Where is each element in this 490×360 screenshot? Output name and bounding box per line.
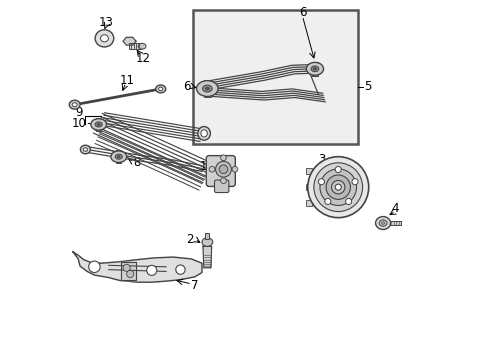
Circle shape xyxy=(220,178,226,184)
Text: 3: 3 xyxy=(318,153,325,166)
Text: 1: 1 xyxy=(200,160,207,173)
Ellipse shape xyxy=(80,145,91,154)
Polygon shape xyxy=(73,252,202,282)
Circle shape xyxy=(216,161,231,177)
Ellipse shape xyxy=(72,103,77,107)
Ellipse shape xyxy=(156,85,166,93)
Circle shape xyxy=(314,163,363,212)
Ellipse shape xyxy=(83,148,88,151)
Ellipse shape xyxy=(201,130,207,137)
Text: 6: 6 xyxy=(183,80,191,93)
Text: 4: 4 xyxy=(392,202,399,215)
Text: 8: 8 xyxy=(133,156,141,169)
Text: 11: 11 xyxy=(120,74,135,87)
Ellipse shape xyxy=(91,119,107,130)
Circle shape xyxy=(219,165,228,174)
Circle shape xyxy=(335,184,342,190)
Circle shape xyxy=(325,198,331,204)
Circle shape xyxy=(352,179,358,185)
Circle shape xyxy=(126,270,134,278)
Text: 2: 2 xyxy=(186,233,194,246)
FancyBboxPatch shape xyxy=(215,180,229,193)
Ellipse shape xyxy=(69,100,80,109)
Circle shape xyxy=(147,265,157,275)
Bar xyxy=(205,233,210,239)
Ellipse shape xyxy=(111,151,126,162)
Ellipse shape xyxy=(138,43,146,49)
Ellipse shape xyxy=(98,123,100,125)
Ellipse shape xyxy=(95,122,102,127)
Bar xyxy=(204,80,211,97)
Circle shape xyxy=(345,198,352,204)
Text: 9: 9 xyxy=(75,106,83,119)
Ellipse shape xyxy=(95,30,114,47)
Circle shape xyxy=(176,265,185,274)
Polygon shape xyxy=(122,262,136,280)
Circle shape xyxy=(308,157,368,218)
Circle shape xyxy=(123,264,130,271)
Polygon shape xyxy=(123,37,136,45)
Ellipse shape xyxy=(202,85,212,92)
Bar xyxy=(306,168,313,174)
Bar xyxy=(306,184,313,190)
Ellipse shape xyxy=(375,217,391,229)
Text: 13: 13 xyxy=(99,16,114,29)
Circle shape xyxy=(89,261,100,273)
Bar xyxy=(306,201,313,206)
Bar xyxy=(97,118,101,131)
FancyBboxPatch shape xyxy=(206,156,235,186)
Ellipse shape xyxy=(159,87,163,91)
Circle shape xyxy=(326,175,350,199)
Ellipse shape xyxy=(100,35,108,42)
Circle shape xyxy=(335,166,342,172)
Text: 12: 12 xyxy=(135,51,150,64)
Text: 5: 5 xyxy=(364,80,371,93)
Bar xyxy=(390,221,401,225)
Ellipse shape xyxy=(118,156,120,158)
Ellipse shape xyxy=(314,68,317,70)
Bar xyxy=(193,10,358,144)
Circle shape xyxy=(332,180,345,194)
Ellipse shape xyxy=(382,222,385,224)
Ellipse shape xyxy=(205,87,209,90)
Text: 10: 10 xyxy=(72,117,87,130)
Bar xyxy=(312,62,318,76)
Circle shape xyxy=(232,166,238,172)
Bar xyxy=(117,150,121,163)
Circle shape xyxy=(209,166,215,172)
Circle shape xyxy=(318,179,324,185)
Ellipse shape xyxy=(196,81,218,96)
Ellipse shape xyxy=(311,66,319,72)
Polygon shape xyxy=(203,246,212,268)
Ellipse shape xyxy=(198,127,210,140)
Text: 6: 6 xyxy=(298,6,306,19)
Bar xyxy=(129,43,142,49)
Ellipse shape xyxy=(115,154,122,159)
Circle shape xyxy=(220,155,226,161)
Ellipse shape xyxy=(202,238,213,246)
Ellipse shape xyxy=(379,220,387,226)
Text: 7: 7 xyxy=(191,279,198,292)
Ellipse shape xyxy=(306,62,323,75)
Circle shape xyxy=(320,169,357,206)
